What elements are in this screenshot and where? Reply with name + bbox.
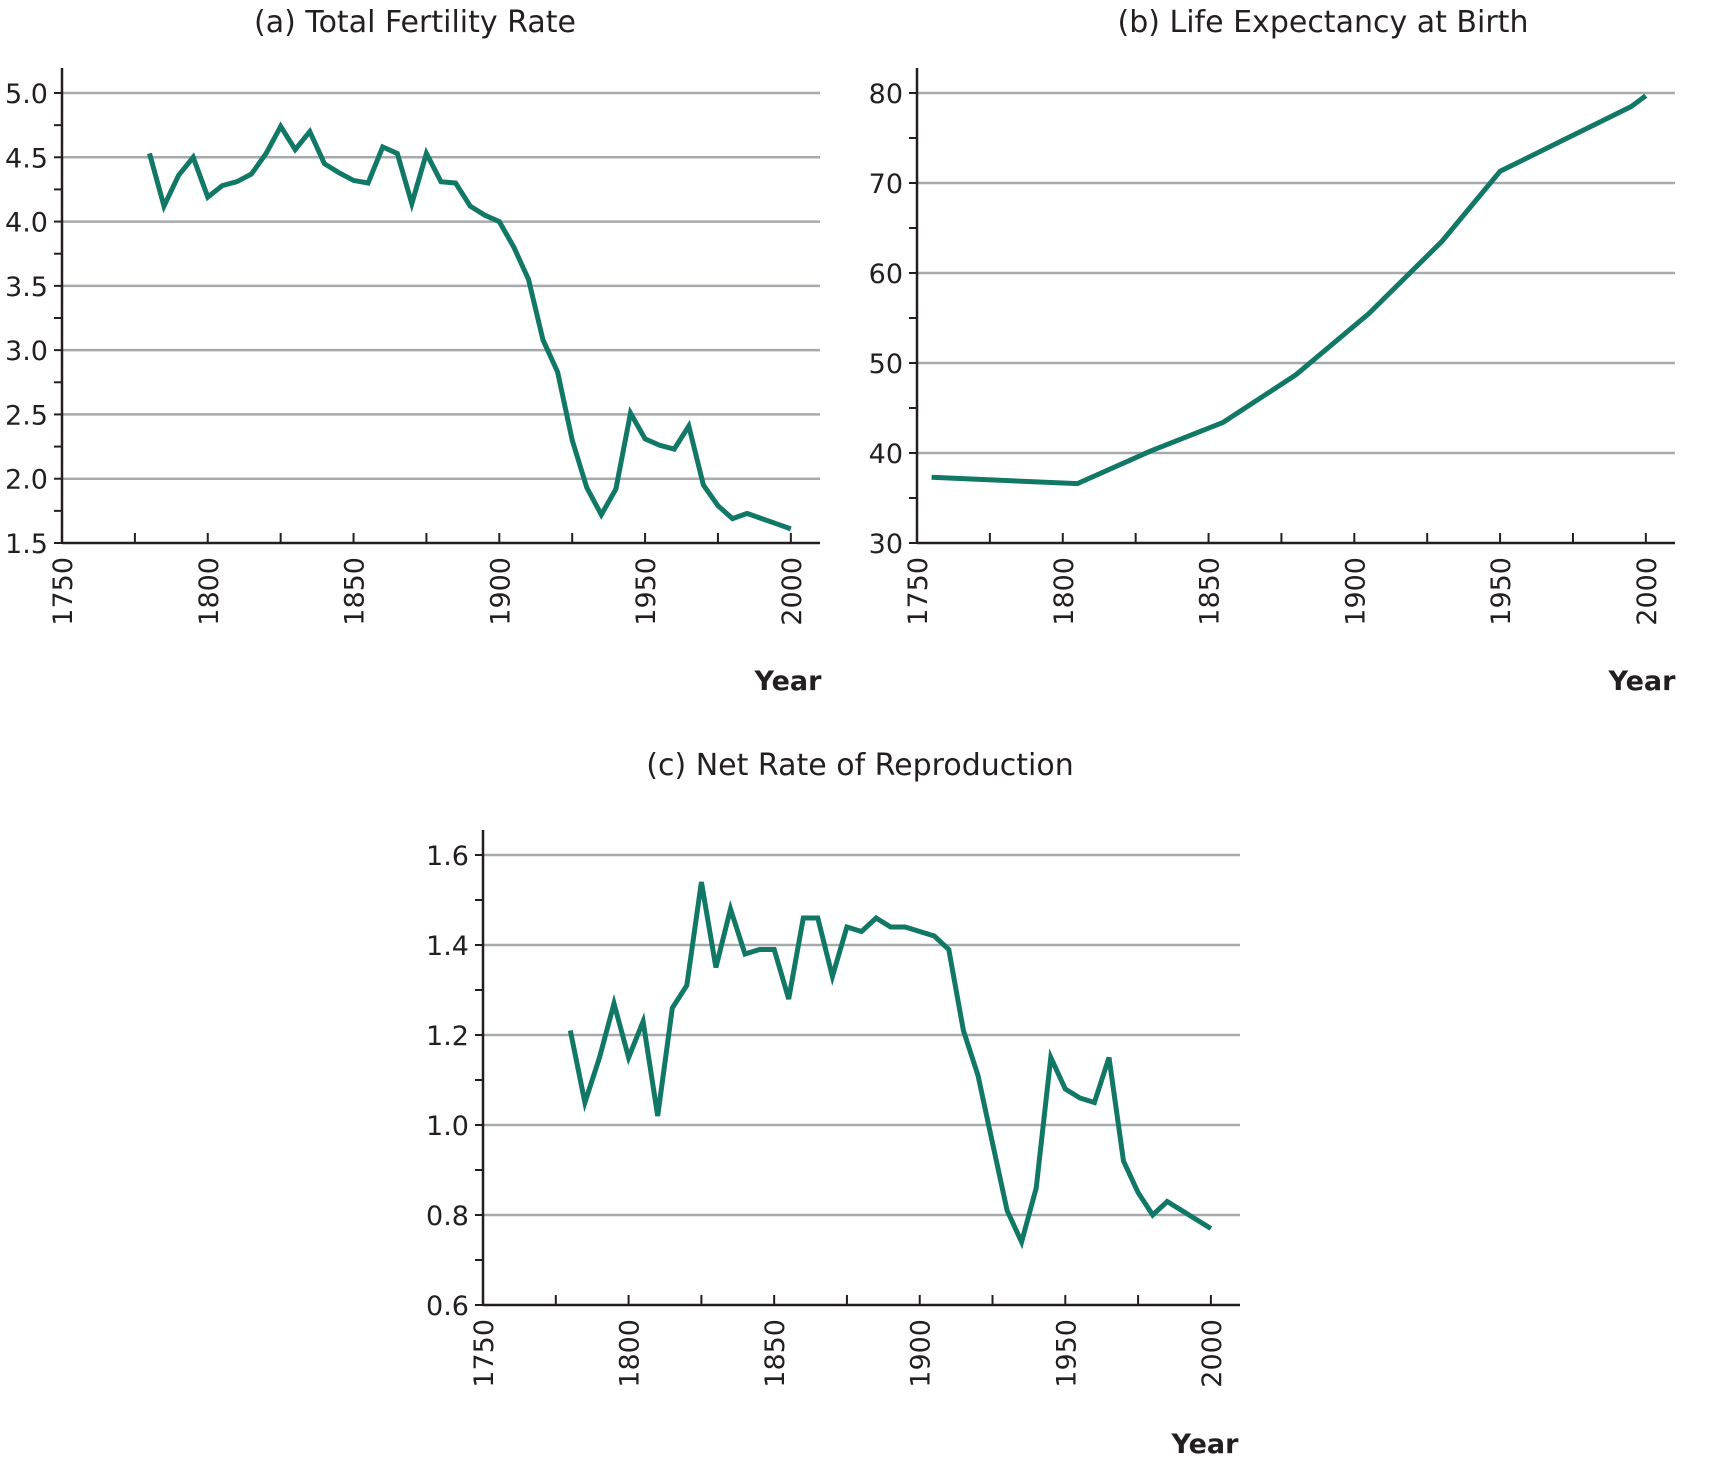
y-tick-label: 30: [869, 529, 903, 560]
x-tick-label: 1900: [1340, 557, 1371, 626]
series-line: [567, 881, 1213, 1250]
x-tick-label: 1900: [485, 557, 516, 626]
x-axis-label: Year: [754, 666, 823, 697]
x-tick-label: 2000: [1632, 557, 1663, 626]
y-tick-label: 2.5: [5, 400, 48, 431]
y-tick-label: 40: [869, 439, 903, 470]
y-tick-label: 3.0: [5, 336, 48, 367]
x-tick-label: 1800: [615, 1319, 646, 1388]
y-tick-label: 1.6: [426, 841, 469, 872]
x-tick-label: 2000: [777, 557, 808, 626]
x-tick-label: 1850: [760, 1319, 791, 1388]
chart-title: (b) Life Expectancy at Birth: [1118, 5, 1529, 40]
y-tick-label: 70: [869, 169, 903, 200]
x-tick-label: 1950: [631, 557, 662, 626]
series-line: [147, 121, 792, 532]
chart-svg: (a) Total Fertility Rate 1.5 2.0 2.5 3.0 3.5 4…: [5, 5, 823, 697]
y-tick-label: 60: [869, 259, 903, 290]
series-line: [931, 93, 1648, 487]
x-tick-label: 1850: [340, 557, 371, 626]
y-tick-label: 3.5: [5, 272, 48, 303]
y-tick-label: 50: [869, 349, 903, 380]
y-tick-label: 1.0: [426, 1111, 469, 1142]
y-tick-label: 1.4: [426, 931, 469, 962]
chart-title: (c) Net Rate of Reproduction: [646, 748, 1073, 783]
x-tick-label: 1800: [194, 557, 225, 626]
x-tick-label: 1850: [1195, 557, 1226, 626]
x-tick-label: 1750: [469, 1319, 500, 1388]
x-tick-label: 1750: [903, 557, 934, 626]
y-tick-label: 0.6: [426, 1291, 469, 1322]
x-tick-label: 1950: [1051, 1319, 1082, 1388]
y-tick-label: 2.0: [5, 465, 48, 496]
x-tick-label: 1800: [1049, 557, 1080, 626]
chart-svg: (c) Net Rate of Reproduction 0.6 0.8 1.0 1.2…: [426, 748, 1240, 1460]
y-tick-label: 5.0: [5, 79, 48, 110]
x-tick-label: 1950: [1486, 557, 1517, 626]
x-axis-label: Year: [1171, 1429, 1240, 1460]
y-tick-label: 1.5: [5, 529, 48, 560]
y-tick-label: 80: [869, 79, 903, 110]
chart-life-expectancy: (b) Life Expectancy at Birth 30 40 50 60 70 80…: [860, 0, 1718, 710]
y-tick-label: 0.8: [426, 1201, 469, 1232]
chart-title: (a) Total Fertility Rate: [254, 5, 576, 40]
x-tick-label: 1900: [906, 1319, 937, 1388]
x-axis-label: Year: [1608, 666, 1677, 697]
chart-svg: (b) Life Expectancy at Birth 30 40 50 60 70 80…: [869, 5, 1677, 697]
x-tick-label: 2000: [1197, 1319, 1228, 1388]
y-tick-label: 4.0: [5, 208, 48, 239]
y-tick-label: 1.2: [426, 1021, 469, 1052]
chart-net-reproduction-rate: (c) Net Rate of Reproduction 0.6 0.8 1.0 1.2…: [400, 745, 1280, 1460]
chart-total-fertility-rate: (a) Total Fertility Rate 1.5 2.0 2.5 3.0 3.5 4…: [0, 0, 860, 710]
x-tick-label: 1750: [48, 557, 79, 626]
y-tick-label: 4.5: [5, 143, 48, 174]
